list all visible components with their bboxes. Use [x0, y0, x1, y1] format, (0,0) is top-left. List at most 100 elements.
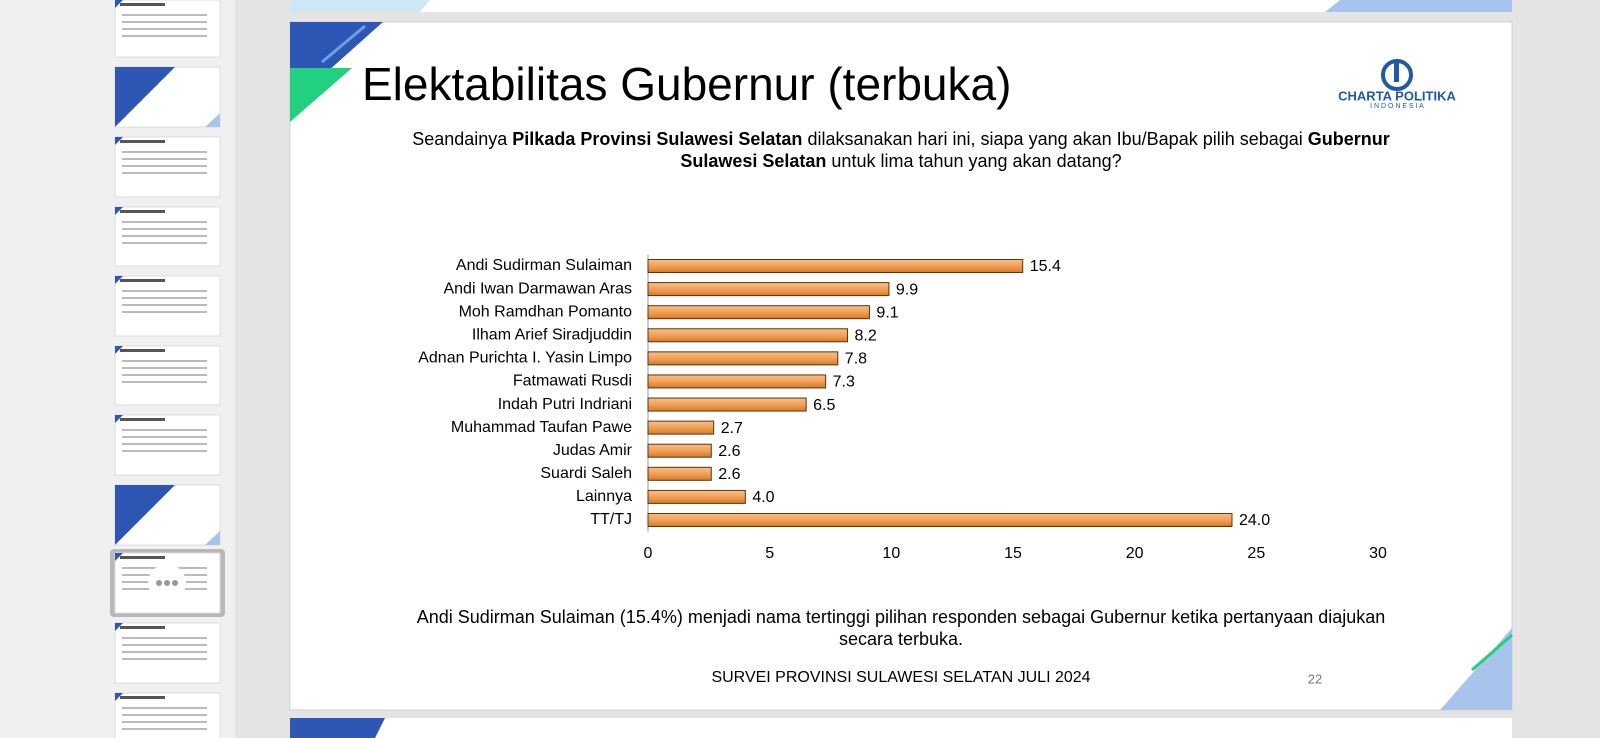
bar — [647, 420, 715, 435]
decor — [120, 418, 165, 421]
decor — [205, 531, 220, 545]
value-label: 7.8 — [845, 351, 867, 368]
y-tick-label: Andi Iwan Darmawan Aras — [443, 280, 632, 297]
decor — [122, 651, 207, 653]
decor — [115, 207, 123, 215]
decor — [122, 151, 207, 153]
y-tick-label: Indah Putri Indriani — [498, 396, 632, 413]
decor — [122, 450, 207, 452]
decor — [1471, 633, 1513, 672]
next-slide[interactable] — [290, 718, 1512, 738]
value-label: 8.2 — [855, 327, 877, 344]
decor — [115, 623, 123, 631]
question-part: Pilkada Provinsi Sulawesi Selatan — [512, 129, 803, 149]
x-tick-label: 15 — [1004, 545, 1022, 562]
logo-sub: I N D O N E S I A — [1370, 103, 1424, 110]
question: Seandainya Pilkada Provinsi Sulawesi Sel… — [381, 128, 1421, 172]
y-tick-label: Fatmawati Rusdi — [513, 373, 632, 390]
bar — [647, 351, 839, 366]
decor — [122, 637, 207, 639]
decor — [115, 0, 123, 8]
decor — [120, 349, 165, 352]
decor — [122, 290, 207, 292]
footer: SURVEI PROVINSI SULAWESI SELATAN JULI 20… — [711, 669, 1090, 686]
prev-slide[interactable] — [290, 0, 1512, 12]
decor — [115, 485, 175, 545]
y-tick-label: Moh Ramdhan Pomanto — [459, 303, 633, 320]
decor — [115, 346, 123, 354]
decor — [122, 297, 207, 299]
decor — [290, 0, 430, 12]
x-tick-label: 5 — [765, 545, 774, 562]
decor — [115, 276, 123, 284]
decor — [122, 221, 207, 223]
dot — [164, 580, 170, 586]
bar — [647, 466, 712, 481]
decor — [122, 304, 207, 306]
bar — [647, 397, 807, 412]
page-number: 22 — [1308, 671, 1322, 686]
decor — [120, 556, 165, 559]
bar — [647, 443, 712, 458]
question-part: Gubernur Sulawesi Selatan — [680, 129, 1390, 171]
decor — [122, 658, 207, 660]
decor — [122, 14, 207, 16]
x-tick-label: 25 — [1247, 545, 1265, 562]
decor — [122, 436, 207, 438]
value-label: 2.6 — [718, 443, 740, 460]
decor — [115, 415, 123, 423]
y-tick-label: Muhammad Taufan Pawe — [451, 419, 632, 436]
decor — [122, 721, 207, 723]
decor — [120, 279, 165, 282]
value-label: 9.9 — [896, 281, 918, 298]
y-tick-label: Lainnya — [576, 488, 632, 505]
decor — [122, 165, 207, 167]
question-part: dilaksanakan hari ini, siapa yang akan I… — [802, 129, 1308, 149]
decor — [122, 35, 207, 37]
slide — [289, 21, 1513, 711]
decor — [122, 429, 207, 431]
question-part: untuk lima tahun yang akan datang? — [826, 151, 1122, 171]
decor — [122, 728, 207, 730]
value-label: 2.6 — [718, 466, 740, 483]
bar — [647, 328, 849, 343]
decor — [120, 210, 165, 213]
value-label: 6.5 — [813, 397, 835, 414]
decor — [122, 367, 207, 369]
thumbnails — [114, 0, 221, 738]
y-tick-label: Judas Amir — [553, 442, 633, 459]
x-tick-label: 10 — [882, 545, 900, 562]
value-label: 7.3 — [833, 374, 855, 391]
more-menu[interactable] — [148, 564, 186, 602]
decor — [120, 696, 165, 699]
bar — [647, 512, 1233, 527]
value-label: 4.0 — [752, 489, 774, 506]
decor — [122, 235, 207, 237]
x-tick-label: 0 — [644, 545, 653, 562]
decor — [205, 113, 220, 127]
decor — [122, 228, 207, 230]
decor — [1325, 0, 1512, 12]
decor — [1440, 628, 1512, 710]
decor — [122, 714, 207, 716]
decor — [122, 707, 207, 709]
decor — [115, 693, 123, 701]
logo-name: CHARTA POLITIKA — [1338, 88, 1456, 103]
y-tick-label: Ilham Arief Siradjuddin — [472, 326, 632, 343]
decor — [122, 172, 207, 174]
decor — [321, 24, 366, 64]
decor — [115, 137, 123, 145]
decor — [122, 381, 207, 383]
decor — [120, 3, 165, 6]
bar — [647, 374, 827, 389]
bar — [647, 489, 746, 504]
y-tick-label: Adnan Purichta I. Yasin Limpo — [418, 350, 632, 367]
dot — [156, 580, 162, 586]
decor — [122, 21, 207, 23]
dot — [172, 580, 178, 586]
slide-title: Elektabilitas Gubernur (terbuka) — [362, 58, 1011, 110]
x-tick-label: 30 — [1369, 545, 1387, 562]
logo-mark — [1394, 60, 1399, 82]
decor — [120, 626, 165, 629]
